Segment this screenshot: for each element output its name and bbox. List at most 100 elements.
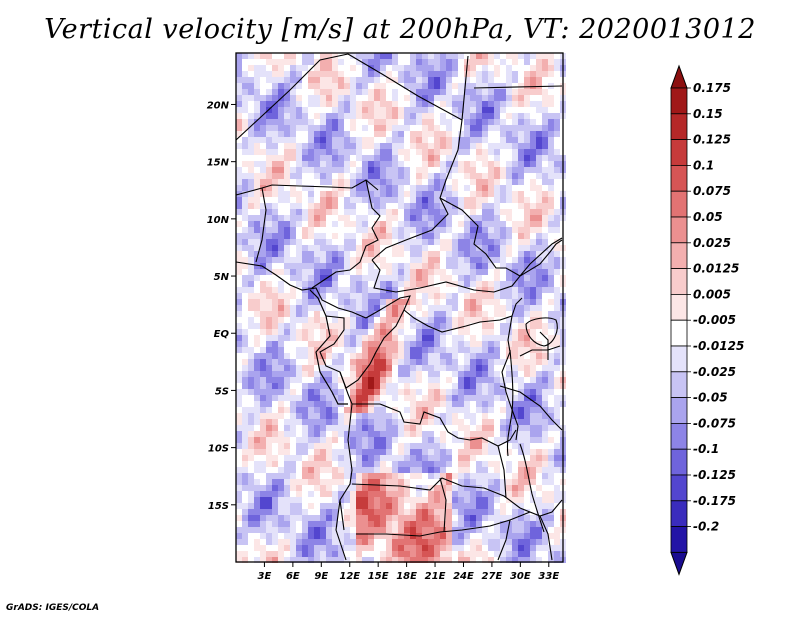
field-cell bbox=[458, 203, 464, 209]
field-cell bbox=[554, 119, 560, 125]
field-cell bbox=[320, 431, 326, 437]
field-cell bbox=[512, 431, 518, 437]
field-cell bbox=[404, 437, 410, 443]
field-cell bbox=[464, 425, 470, 431]
field-cell bbox=[446, 131, 452, 137]
border-line bbox=[235, 179, 379, 196]
field-cell bbox=[416, 353, 422, 359]
field-cell bbox=[416, 161, 422, 167]
field-cell bbox=[386, 317, 392, 323]
field-cell bbox=[416, 197, 422, 203]
field-cell bbox=[464, 521, 470, 527]
field-cell bbox=[446, 125, 452, 131]
field-cell bbox=[296, 203, 302, 209]
field-cell bbox=[266, 287, 272, 293]
field-cell bbox=[272, 269, 278, 275]
field-cell bbox=[506, 365, 512, 371]
field-cell bbox=[428, 467, 434, 473]
field-cell bbox=[236, 341, 242, 347]
field-cell bbox=[500, 119, 506, 125]
field-cell bbox=[506, 419, 512, 425]
field-cell bbox=[452, 185, 458, 191]
field-cell bbox=[368, 353, 374, 359]
field-cell bbox=[494, 293, 500, 299]
field-cell bbox=[524, 317, 530, 323]
field-cell bbox=[482, 65, 488, 71]
field-cell bbox=[446, 179, 452, 185]
field-cell bbox=[284, 521, 290, 527]
field-cell bbox=[482, 431, 488, 437]
field-cell bbox=[266, 275, 272, 281]
field-cell bbox=[458, 221, 464, 227]
field-cell bbox=[524, 107, 530, 113]
field-cell bbox=[428, 53, 434, 59]
field-cell bbox=[266, 521, 272, 527]
field-cell bbox=[440, 293, 446, 299]
field-cell bbox=[260, 503, 266, 509]
field-cell bbox=[500, 479, 506, 485]
border-line bbox=[499, 385, 563, 431]
field-cell bbox=[458, 419, 464, 425]
field-cell bbox=[302, 419, 308, 425]
field-cell bbox=[434, 359, 440, 365]
field-cell bbox=[350, 263, 356, 269]
field-cell bbox=[392, 413, 398, 419]
field-cell bbox=[380, 479, 386, 485]
field-cell bbox=[236, 551, 242, 557]
field-cell bbox=[404, 431, 410, 437]
field-cell bbox=[416, 443, 422, 449]
field-cell bbox=[374, 179, 380, 185]
field-cell bbox=[464, 287, 470, 293]
field-cell bbox=[332, 551, 338, 557]
field-cell bbox=[272, 353, 278, 359]
field-cell bbox=[392, 389, 398, 395]
field-cell bbox=[482, 71, 488, 77]
field-cell bbox=[254, 233, 260, 239]
field-cell bbox=[542, 179, 548, 185]
field-cell bbox=[374, 305, 380, 311]
field-cell bbox=[248, 467, 254, 473]
field-cell bbox=[524, 533, 530, 539]
field-cell bbox=[530, 107, 536, 113]
field-cell bbox=[392, 53, 398, 59]
field-cell bbox=[422, 281, 428, 287]
field-cell bbox=[254, 347, 260, 353]
field-cell bbox=[446, 83, 452, 89]
field-cell bbox=[296, 245, 302, 251]
field-cell bbox=[542, 551, 548, 557]
field-cell bbox=[518, 257, 524, 263]
field-cell bbox=[308, 383, 314, 389]
field-cell bbox=[428, 293, 434, 299]
field-cell bbox=[308, 299, 314, 305]
field-cell bbox=[380, 383, 386, 389]
field-cell bbox=[326, 281, 332, 287]
field-cell bbox=[482, 179, 488, 185]
field-cell bbox=[554, 53, 560, 59]
field-cell bbox=[458, 515, 464, 521]
field-cell bbox=[458, 209, 464, 215]
field-cell bbox=[266, 245, 272, 251]
field-cell bbox=[488, 173, 494, 179]
field-cell bbox=[410, 515, 416, 521]
field-cell bbox=[422, 497, 428, 503]
field-cell bbox=[410, 479, 416, 485]
field-cell bbox=[344, 359, 350, 365]
field-cell bbox=[260, 179, 266, 185]
field-cell bbox=[500, 539, 506, 545]
field-cell bbox=[548, 275, 554, 281]
field-cell bbox=[518, 359, 524, 365]
field-cell bbox=[284, 437, 290, 443]
field-cell bbox=[266, 281, 272, 287]
field-cell bbox=[524, 341, 530, 347]
field-cell bbox=[278, 191, 284, 197]
field-cell bbox=[356, 509, 362, 515]
field-cell bbox=[530, 155, 536, 161]
field-cell bbox=[416, 83, 422, 89]
field-cell bbox=[386, 305, 392, 311]
field-cell bbox=[410, 149, 416, 155]
field-cell bbox=[404, 479, 410, 485]
field-cell bbox=[512, 287, 518, 293]
field-cell bbox=[422, 551, 428, 557]
field-cell bbox=[554, 377, 560, 383]
border-line bbox=[356, 511, 531, 537]
